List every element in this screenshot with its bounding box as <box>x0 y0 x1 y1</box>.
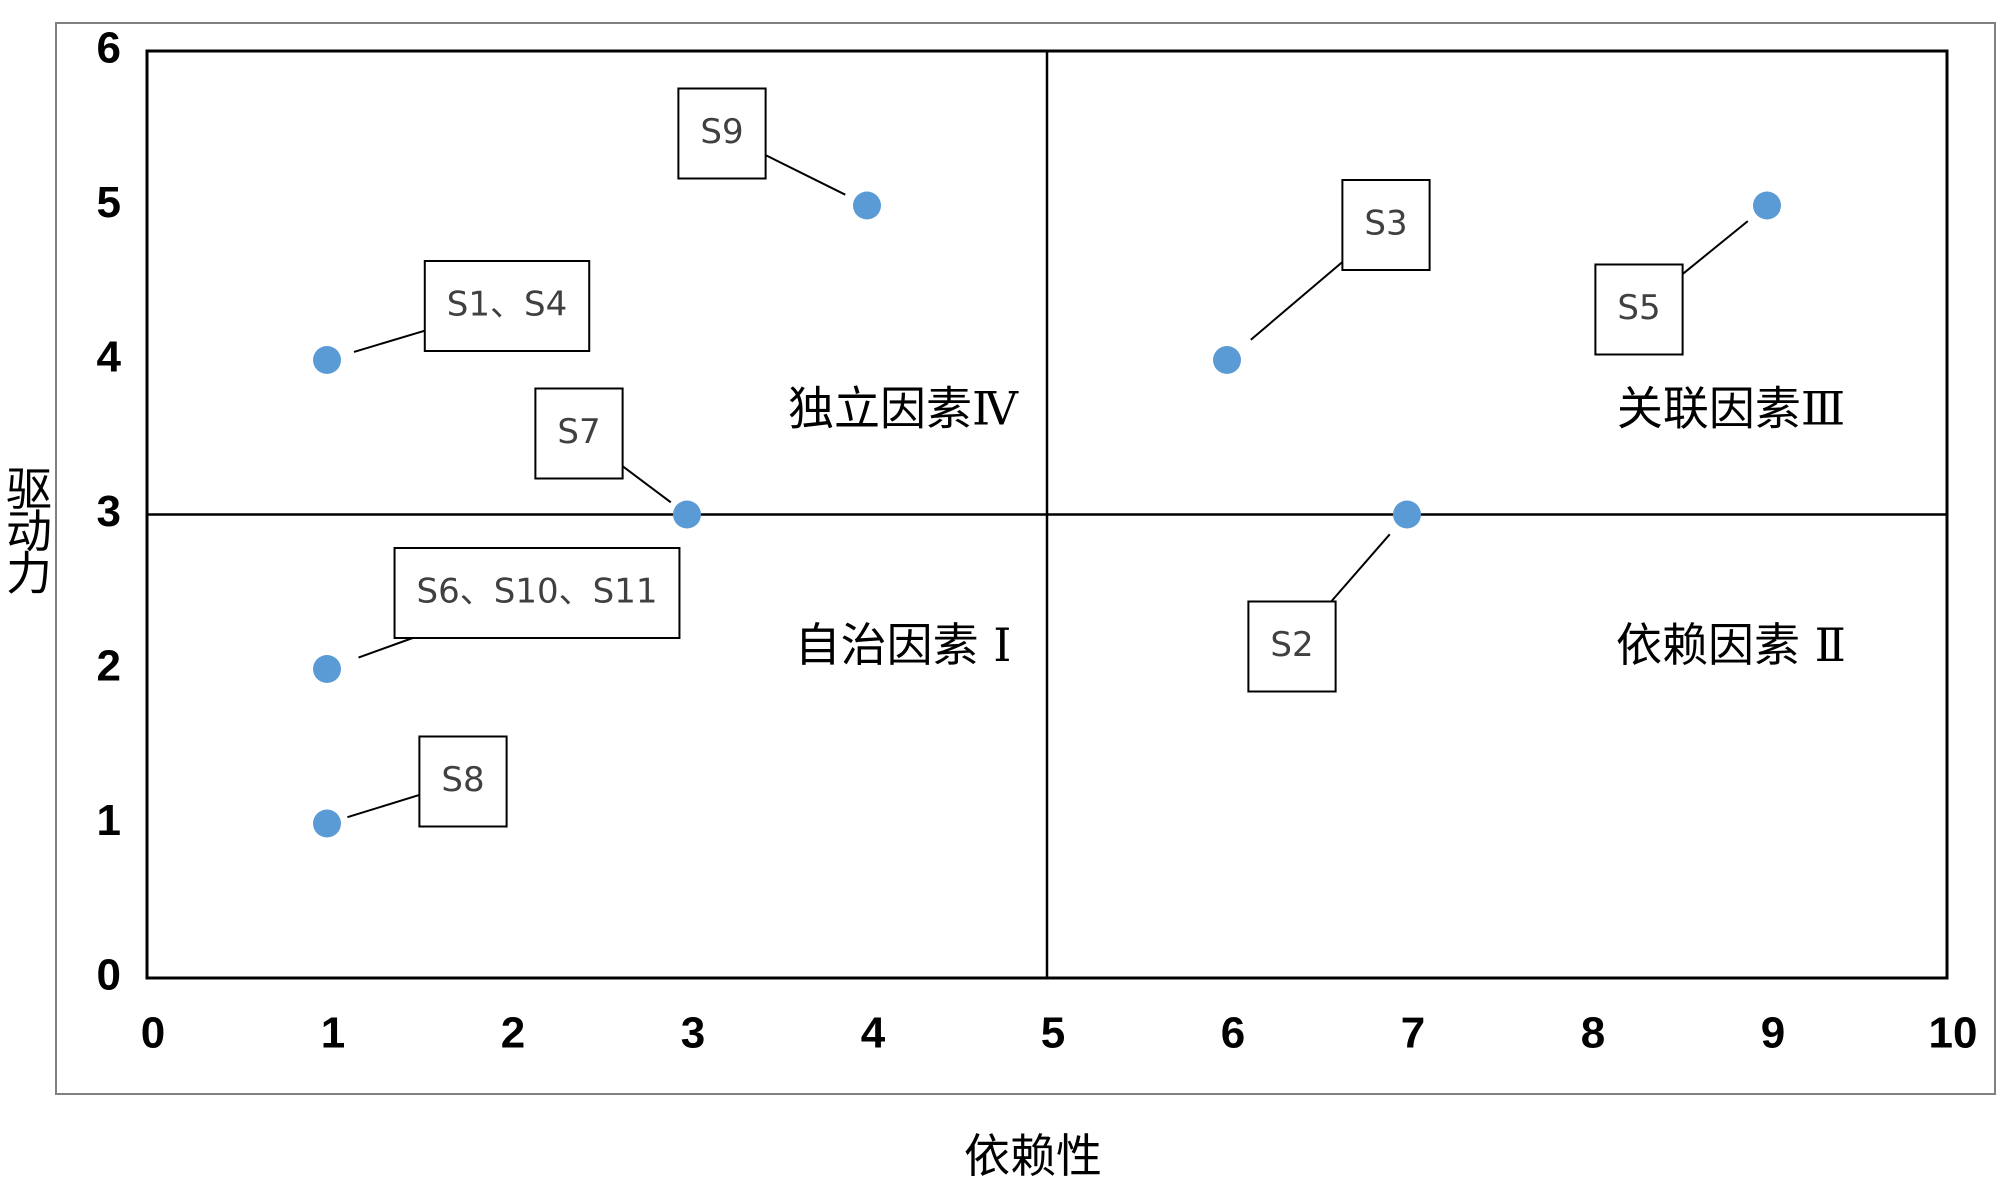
label-box <box>534 387 624 480</box>
leader-line <box>1330 533 1391 603</box>
x-tick-label: 9 <box>1761 1009 1785 1058</box>
point-label: S5 <box>1617 288 1660 328</box>
chart-border <box>55 22 1996 1095</box>
leader-line <box>1250 261 1344 341</box>
point-label: S3 <box>1364 204 1407 244</box>
label-box <box>1247 600 1337 693</box>
point <box>1393 500 1421 529</box>
label-box <box>677 87 767 180</box>
x-tick-label: 0 <box>141 1009 165 1058</box>
y-tick-label: 2 <box>97 642 121 691</box>
x-tick-label: 6 <box>1221 1009 1245 1058</box>
y-tick-label: 6 <box>97 24 121 73</box>
x-axis-title: 依赖性 <box>964 1129 1102 1178</box>
label-box <box>423 260 591 352</box>
point <box>313 655 341 683</box>
leader-line <box>353 329 426 353</box>
point <box>1213 346 1241 374</box>
x-tick-label: 7 <box>1401 1009 1425 1058</box>
point-label: S1、S4 <box>447 285 567 325</box>
point <box>853 191 881 220</box>
quadrant-label: 独立因素Ⅳ <box>788 382 1019 436</box>
x-tick-label: 4 <box>861 1009 886 1058</box>
y-tick-label: 0 <box>97 951 121 1000</box>
leader-line <box>347 794 420 819</box>
y-tick-label: 4 <box>97 333 122 382</box>
point-label: S9 <box>700 112 743 152</box>
point <box>673 500 701 529</box>
point <box>1753 191 1781 220</box>
x-tick-label: 3 <box>681 1009 705 1058</box>
label-box <box>393 547 681 639</box>
point <box>313 346 341 374</box>
x-tick-label: 2 <box>501 1009 525 1058</box>
x-tick-label: 10 <box>1929 1009 1978 1058</box>
leader-line <box>622 465 672 504</box>
y-tick-label: 3 <box>97 487 121 536</box>
point-label: S7 <box>557 412 600 452</box>
quadrant-label: 依赖因素 Ⅱ <box>1616 618 1846 672</box>
leader-line <box>358 637 413 659</box>
quadrant-label: 关联因素Ⅲ <box>1617 382 1845 436</box>
x-tick-label: 1 <box>321 1009 345 1058</box>
y-tick-label: 5 <box>97 178 121 227</box>
x-tick-label: 5 <box>1041 1009 1065 1058</box>
point-label: S8 <box>441 760 484 800</box>
y-axis-title: 驱动力 <box>0 465 53 594</box>
x-tick-label: 8 <box>1581 1009 1605 1058</box>
label-box <box>1341 179 1431 271</box>
quadrant-label: 自治因素 Ⅰ <box>795 618 1012 672</box>
point <box>313 809 341 838</box>
leader-line <box>765 154 846 196</box>
point-label: S2 <box>1270 625 1313 665</box>
y-tick-label: 1 <box>97 796 121 845</box>
leader-line <box>1681 220 1749 275</box>
label-box <box>1594 263 1684 356</box>
label-box <box>418 735 508 828</box>
point-label: S6、S10、S11 <box>417 572 658 612</box>
